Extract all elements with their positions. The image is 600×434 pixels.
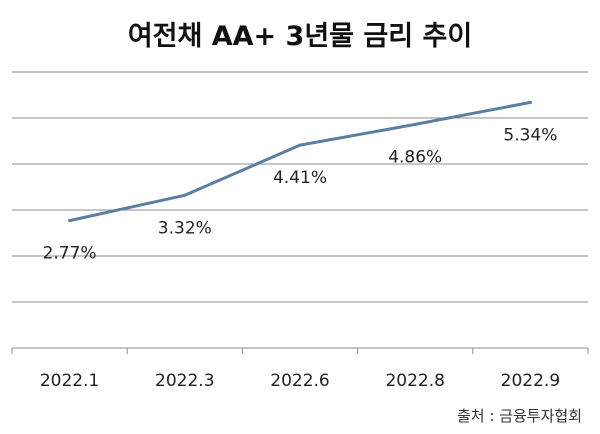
- x-tick-label: 2022.6: [270, 371, 329, 391]
- data-point: [183, 193, 187, 197]
- data-label: 5.34%: [503, 125, 557, 145]
- grid-lines: [12, 71, 588, 303]
- source-note: 출처 : 금융투자협회: [457, 407, 582, 425]
- x-tick-label: 2022.1: [40, 371, 99, 391]
- data-point: [298, 143, 302, 147]
- chart-title: 여전채 AA+ 3년물 금리 추이: [127, 21, 473, 52]
- data-label: 2.77%: [43, 244, 97, 264]
- series-line-group: [68, 100, 532, 223]
- data-point: [528, 100, 532, 104]
- x-tick-label: 2022.3: [155, 371, 214, 391]
- data-label: 4.86%: [388, 147, 442, 167]
- data-labels: 2.77% 3.32% 4.41% 4.86% 5.34%: [43, 125, 558, 263]
- series-line: [68, 100, 532, 223]
- x-axis: [11, 347, 589, 354]
- data-label: 4.41%: [273, 168, 327, 188]
- data-point: [68, 219, 72, 223]
- x-tick-label: 2022.8: [385, 371, 444, 391]
- x-tick-label: 2022.9: [501, 371, 560, 391]
- data-label: 3.32%: [158, 218, 212, 238]
- x-tick-labels: 2022.1 2022.3 2022.6 2022.8 2022.9: [40, 371, 560, 391]
- data-point: [413, 122, 417, 126]
